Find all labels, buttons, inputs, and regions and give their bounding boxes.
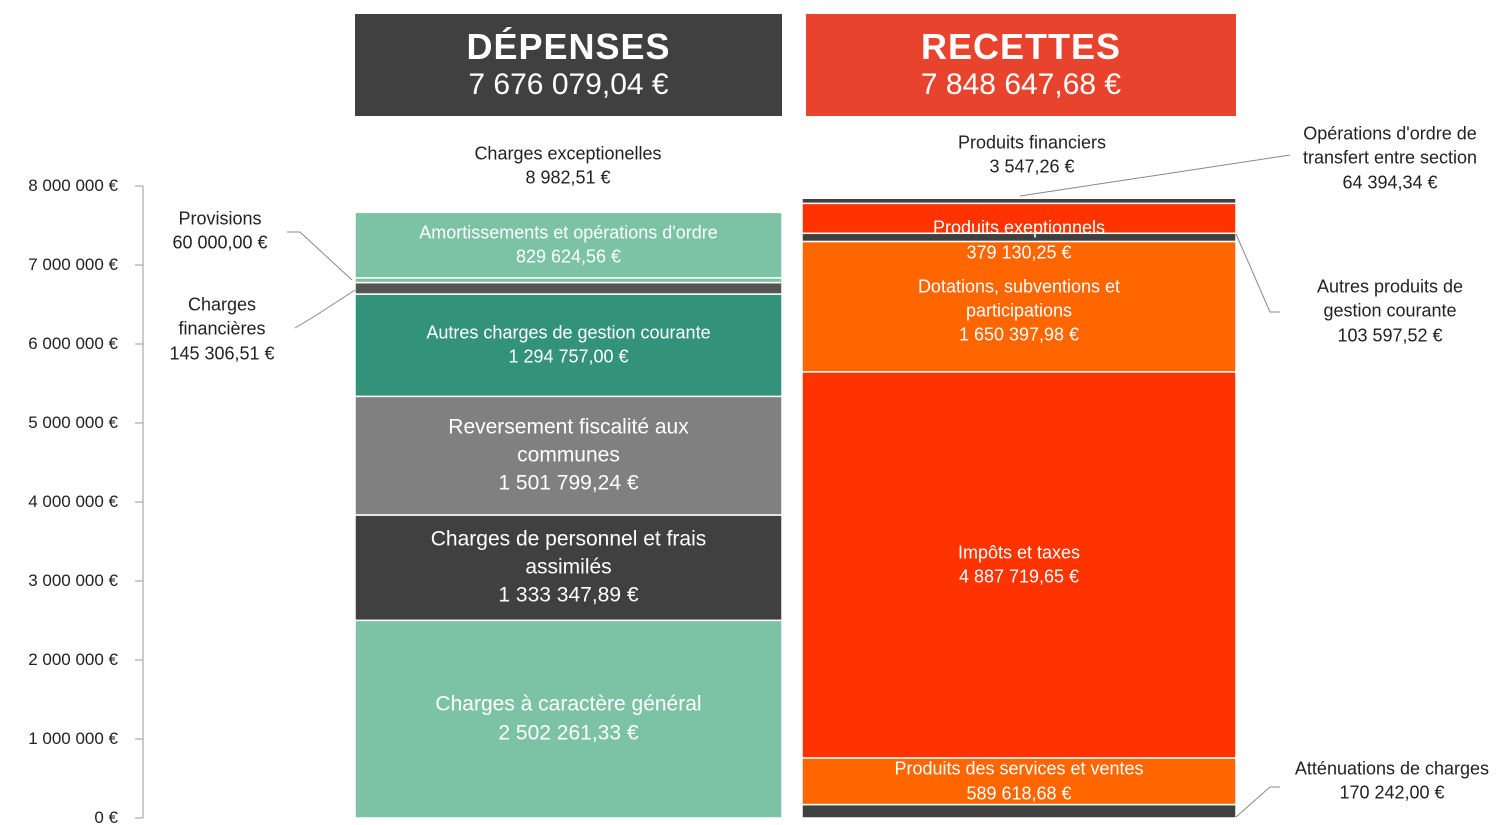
segment (801, 197, 1237, 205)
column-total: 7 848 647,68 € (920, 67, 1122, 101)
segment-name: Reversement fiscalité aux communes (448, 415, 689, 467)
leader-line (1235, 786, 1280, 818)
segment-label: Charges exceptionelles 8 982,51 € (418, 142, 718, 191)
segment-label: Charges de personnel et frais assimilés 1… (404, 525, 734, 610)
segment-name: Charges de personnel et frais assimilés (430, 527, 707, 579)
segment-value: 829 624,56 € (515, 247, 622, 268)
segment-value: 64 394,34 € (1342, 172, 1438, 193)
segment (354, 514, 783, 622)
segment-name: Dotations, subventions et participations (917, 276, 1121, 321)
segment-label: Provisions 60 000,00 € (155, 207, 285, 256)
segment-label: Amortissements et opérations d'ordre 829 … (374, 221, 764, 270)
segment-label: Dotations, subventions et participations… (889, 274, 1149, 347)
segment-name: Charges à caractère général (435, 692, 702, 716)
segment-value: 145 306,51 € (169, 343, 275, 364)
segment-label: Opérations d'ordre de transfert entre se… (1300, 122, 1480, 195)
segment-value: 103 597,52 € (1337, 325, 1443, 346)
y-tick-label: 3 000 000 € (28, 571, 118, 590)
segment-name: Produits des services et ventes (894, 758, 1144, 779)
segment-name: Opérations d'ordre de transfert entre se… (1302, 123, 1478, 168)
segment-name: Charges financières (178, 294, 266, 339)
segment (354, 281, 783, 295)
segment-label: Autres charges de gestion courante 1 294 … (374, 321, 764, 370)
segment-value: 1 333 347,89 € (498, 583, 639, 607)
segment-value: 1 501 799,24 € (498, 471, 639, 495)
segment-value: 170 242,00 € (1339, 783, 1445, 803)
y-tick-label: 4 000 000 € (28, 492, 118, 511)
column-title: RECETTES (920, 26, 1122, 68)
segment (354, 293, 783, 398)
y-tick-label: 8 000 000 € (28, 176, 118, 195)
segment (354, 211, 783, 279)
segment-label: Charges à caractère général 2 502 261,33 … (404, 691, 734, 748)
segment-label: Autres produits de gestion courante 103 5… (1300, 275, 1480, 348)
y-tick-label: 0 € (94, 808, 118, 825)
column-header: DÉPENSES 7 676 079,04 € (355, 14, 782, 116)
y-tick-label: 5 000 000 € (28, 413, 118, 432)
segment-name: Atténuations de charges (1294, 758, 1490, 779)
segment-value: 1 650 397,98 € (958, 324, 1080, 345)
segment-value: 1 294 757,00 € (508, 347, 629, 368)
y-tick-label: 2 000 000 € (28, 650, 118, 669)
segment (354, 210, 783, 214)
segment-name: Autres produits de gestion courante (1316, 276, 1464, 321)
segment-name: Autres charges de gestion courante (426, 322, 711, 343)
segment-label: Produits des services et ventes 589 618,6… (824, 757, 1214, 806)
segment-value: 8 982,51 € (525, 168, 611, 188)
segment-label: Produits financiers 3 547,26 € (902, 131, 1162, 180)
leader-line (294, 289, 356, 329)
column-total: 7 676 079,04 € (468, 67, 669, 101)
segment-name: Produits exeptionnels (932, 218, 1106, 238)
segment (801, 803, 1237, 819)
leader-line (1235, 233, 1280, 313)
leader-line (1019, 154, 1291, 197)
segment-value: 60 000,00 € (172, 233, 268, 253)
y-tick-label: 7 000 000 € (28, 255, 118, 274)
segment-value: 2 502 261,33 € (498, 721, 639, 745)
segment-value: 4 887 719,65 € (958, 566, 1080, 587)
segment-label: Atténuations de charges 170 242,00 € (1272, 757, 1510, 806)
segment (354, 395, 783, 516)
segment-value: 379 130,25 € (966, 242, 1072, 263)
segment-label: Charges financières 145 306,51 € (162, 293, 282, 366)
segment (801, 371, 1237, 759)
segment-label: Reversement fiscalité aux communes 1 501 … (404, 413, 734, 498)
segment-name: Provisions (178, 208, 262, 229)
segment-value: 3 547,26 € (989, 157, 1075, 177)
segment-name: Charges exceptionelles (474, 143, 662, 164)
segment-name: Amortissements et opérations d'ordre (419, 222, 718, 243)
leader-line (287, 231, 353, 281)
segment-value: 589 618,68 € (966, 783, 1072, 804)
segment-name: Impôts et taxes (957, 542, 1081, 563)
segment-label: Impôts et taxes 4 887 719,65 € (824, 541, 1214, 590)
y-tick-label: 1 000 000 € (28, 729, 118, 748)
segment-name: Produits financiers (957, 132, 1107, 153)
column-title: DÉPENSES (466, 26, 671, 68)
segment-label: Produits exeptionnels 379 130,25 € (824, 216, 1214, 265)
segment (801, 757, 1237, 806)
segment (801, 202, 1237, 235)
y-tick-label: 6 000 000 € (28, 334, 118, 353)
column-header: RECETTES 7 848 647,68 € (806, 14, 1236, 116)
